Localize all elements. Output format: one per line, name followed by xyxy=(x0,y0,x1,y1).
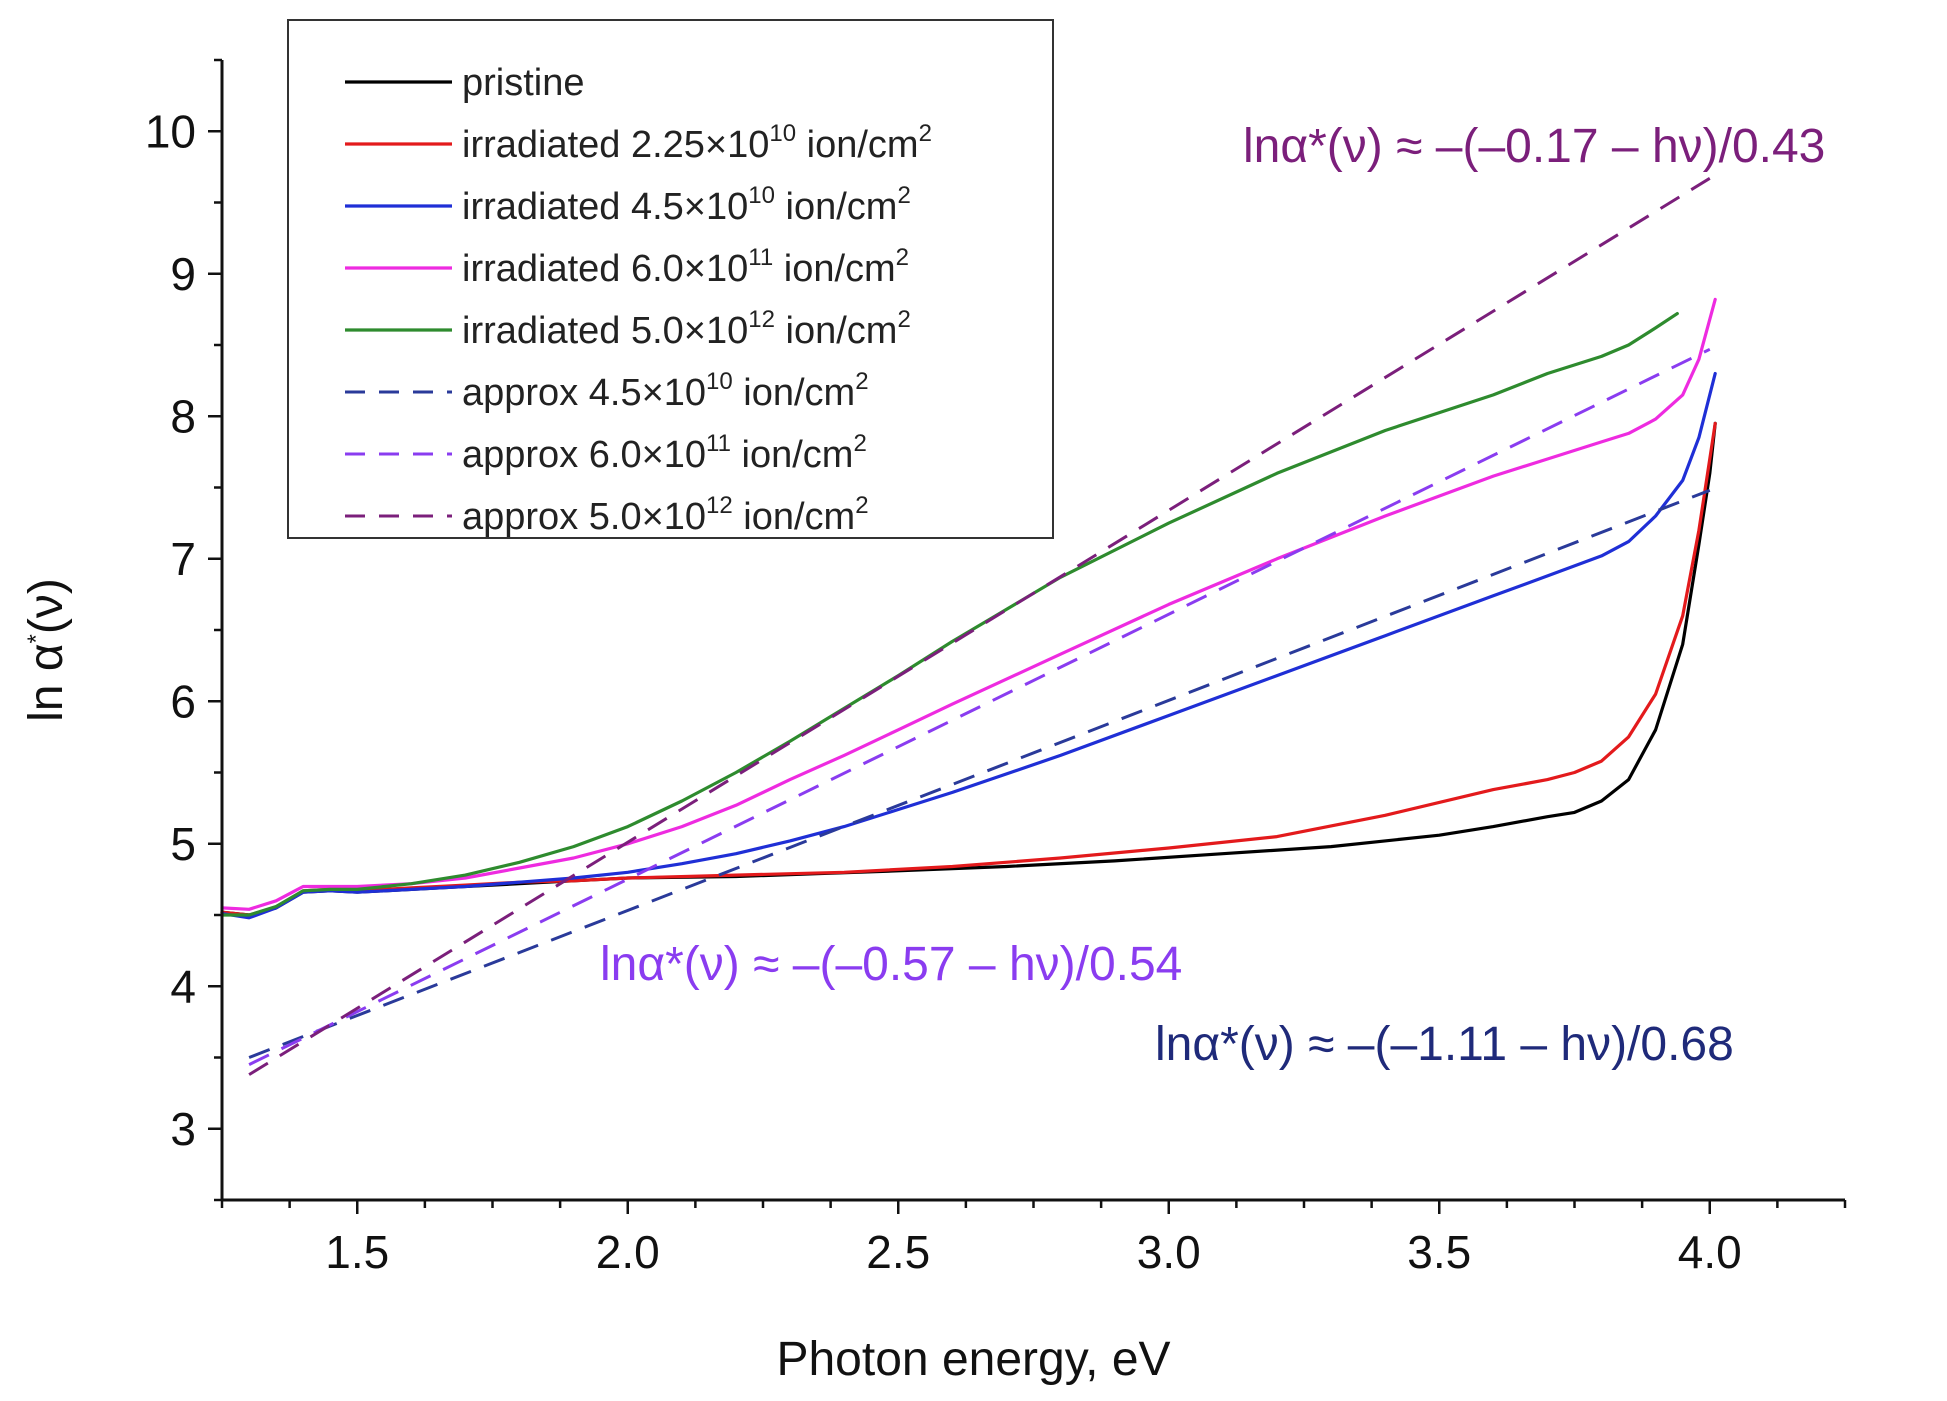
series-line-6 xyxy=(248,347,1711,1066)
equation-annotation-0: lnα*(ν) ≈ –(–0.17 – hν)/0.43 xyxy=(1243,120,1825,173)
legend-label-3: irradiated 6.0×1011 ion/cm2 xyxy=(462,244,909,290)
series-line-5 xyxy=(248,488,1711,1059)
series-layer xyxy=(220,177,1717,1076)
y-tick-label: 7 xyxy=(170,533,196,585)
y-tick-label: 9 xyxy=(170,248,196,300)
legend-label-0: pristine xyxy=(462,62,585,104)
y-axis-title: ln α*(ν) xyxy=(20,578,73,722)
x-tick-label: 2.5 xyxy=(866,1226,930,1278)
x-tick-label: 4.0 xyxy=(1678,1226,1742,1278)
legend: pristine irradiated 2.25×1010 ion/cm2 irra… xyxy=(287,19,1054,539)
series-line-4 xyxy=(220,312,1679,917)
x-axis-title: Photon energy, eV xyxy=(776,1333,1170,1386)
legend-label-1: irradiated 2.25×1010 ion/cm2 xyxy=(462,120,932,166)
legend-label-5: approx 4.5×1010 ion/cm2 xyxy=(462,368,869,414)
y-tick-label: 6 xyxy=(170,675,196,727)
axes-layer: 1.5 2.0 2.5 3.0 3.5 4.0 3 4 5 6 7 8 9 10 Photon energy… xyxy=(20,60,1845,1386)
legend-box xyxy=(287,19,1054,539)
x-tick-label: 1.5 xyxy=(325,1226,389,1278)
equation-annotation-2: lnα*(ν) ≈ –(–1.11 – hν)/0.68 xyxy=(1155,1018,1734,1071)
y-tick-label: 4 xyxy=(170,960,196,1012)
y-tick-label: 10 xyxy=(145,105,196,157)
series-line-3 xyxy=(220,297,1717,911)
x-tick-label: 3.5 xyxy=(1407,1226,1471,1278)
y-tick-label: 5 xyxy=(170,818,196,870)
legend-label-7: approx 5.0×1012 ion/cm2 xyxy=(462,492,869,538)
x-tick-label: 3.0 xyxy=(1137,1226,1201,1278)
annotation-layer: lnα*(ν) ≈ –(–0.17 – hν)/0.43 lnα*(ν) ≈ –(… xyxy=(600,120,1825,1071)
x-tick-label: 2.0 xyxy=(596,1226,660,1278)
legend-label-6: approx 6.0×1011 ion/cm2 xyxy=(462,430,867,476)
series-line-2 xyxy=(220,371,1717,920)
equation-annotation-1: lnα*(ν) ≈ –(–0.57 – hν)/0.54 xyxy=(600,938,1182,991)
legend-label-2: irradiated 4.5×1010 ion/cm2 xyxy=(462,182,911,228)
y-tick-label: 3 xyxy=(170,1103,196,1155)
legend-label-4: irradiated 5.0×1012 ion/cm2 xyxy=(462,306,911,352)
y-tick-label: 8 xyxy=(170,390,196,442)
